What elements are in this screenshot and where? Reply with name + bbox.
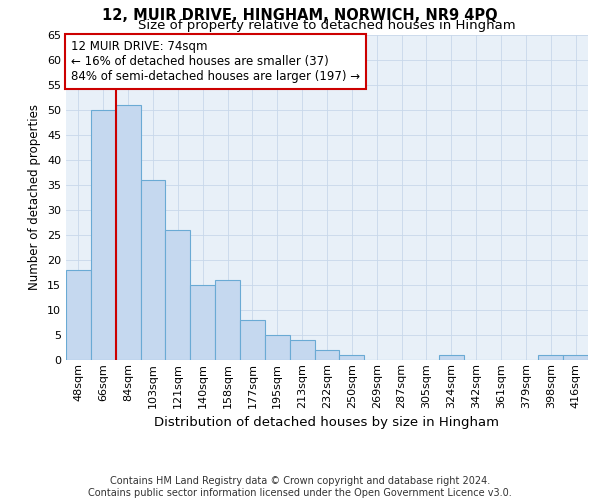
Text: Contains HM Land Registry data © Crown copyright and database right 2024.
Contai: Contains HM Land Registry data © Crown c… (88, 476, 512, 498)
Text: 12, MUIR DRIVE, HINGHAM, NORWICH, NR9 4PQ: 12, MUIR DRIVE, HINGHAM, NORWICH, NR9 4P… (102, 8, 498, 22)
Bar (166, 230, 190, 360)
Bar (538, 355, 563, 360)
Bar (215, 280, 240, 360)
X-axis label: Distribution of detached houses by size in Hingham: Distribution of detached houses by size … (155, 416, 499, 429)
Bar (439, 355, 464, 360)
Bar (190, 285, 215, 360)
Bar (265, 335, 290, 360)
Bar (140, 180, 166, 360)
Bar (116, 105, 140, 360)
Bar (66, 270, 91, 360)
Bar (314, 350, 340, 360)
Bar (340, 355, 364, 360)
Bar (290, 340, 314, 360)
Bar (240, 320, 265, 360)
Title: Size of property relative to detached houses in Hingham: Size of property relative to detached ho… (138, 20, 516, 32)
Bar (91, 110, 116, 360)
Y-axis label: Number of detached properties: Number of detached properties (28, 104, 41, 290)
Text: 12 MUIR DRIVE: 74sqm
← 16% of detached houses are smaller (37)
84% of semi-detac: 12 MUIR DRIVE: 74sqm ← 16% of detached h… (71, 40, 361, 83)
Bar (563, 355, 588, 360)
